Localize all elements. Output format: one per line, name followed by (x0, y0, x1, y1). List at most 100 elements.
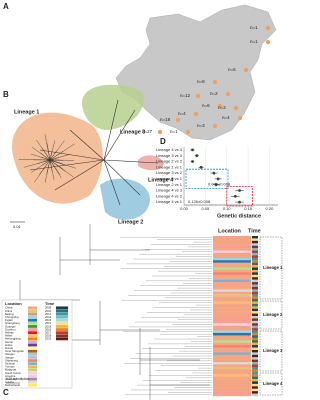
tree-branch (69, 129, 105, 161)
location-cell (213, 303, 251, 307)
time-cell (252, 332, 258, 336)
time-cell (252, 303, 258, 307)
legend-label: Inner Mongolia (5, 349, 24, 353)
time-cell (252, 294, 258, 297)
legend-label: Hubei (5, 343, 13, 347)
count-label: n=1 (170, 129, 178, 134)
time-cell (252, 340, 258, 343)
time-cell (252, 366, 258, 370)
panel-label: C (3, 388, 9, 397)
point (191, 148, 194, 152)
time-cell (252, 255, 258, 259)
province-dot (233, 105, 239, 111)
province-dot (237, 115, 243, 121)
time-cell (252, 291, 258, 295)
legend-label: 2016 (45, 327, 52, 331)
column-header: Time (248, 228, 261, 234)
location-cell (213, 391, 251, 394)
lineage-bracket (259, 236, 283, 300)
time-cell (252, 262, 258, 266)
legend-swatch (28, 309, 37, 313)
location-cell (213, 347, 251, 351)
location-cell (213, 316, 251, 319)
tree-branch (103, 159, 141, 196)
time-cell (252, 323, 258, 326)
legend-swatch (56, 315, 68, 319)
time-cell (252, 386, 258, 389)
legend-swatch (28, 346, 37, 350)
time-cell (252, 325, 258, 329)
legend-label: 2011 (45, 312, 51, 316)
tree-branch (103, 109, 136, 161)
time-cell (252, 318, 258, 322)
location-cell (213, 320, 251, 324)
location-cell (213, 299, 251, 302)
time-cell (252, 279, 258, 283)
legend-label: Chongqing (5, 315, 19, 319)
time-cell (252, 316, 258, 319)
count-label: n=3 (197, 123, 205, 128)
time-cell (252, 274, 258, 278)
location-cell (213, 260, 251, 263)
province-dot (195, 93, 201, 99)
time-cell (252, 260, 258, 263)
time-cell (252, 391, 258, 394)
location-cell (213, 238, 251, 242)
location-cell (213, 282, 251, 285)
tree-branch (103, 159, 159, 164)
time-cell (252, 272, 258, 275)
count-label: n=3 (218, 105, 226, 110)
time-cell (252, 240, 258, 244)
time-cell (252, 265, 258, 268)
location-cell (213, 332, 251, 336)
province-dot (265, 25, 271, 31)
legend-label: America (5, 374, 16, 378)
legend-swatch (28, 334, 37, 338)
location-cell (213, 369, 251, 372)
legend-label: 2017 (45, 331, 52, 335)
lineage-bracket (259, 330, 283, 372)
location-cell (213, 248, 251, 251)
legend-label: Austria (5, 380, 14, 384)
legend-label: 2010 (45, 309, 52, 313)
point (238, 189, 241, 192)
location-cell (213, 294, 251, 297)
legend-label: Germany (5, 377, 17, 381)
time-cell (252, 342, 258, 346)
location-cell (213, 255, 251, 259)
tree-branch (18, 159, 51, 161)
lineage-area (81, 84, 144, 130)
legend-header: Location (5, 301, 22, 306)
legend-swatch (28, 321, 37, 325)
time-cell (252, 308, 258, 312)
y-tick-label: Lineage 4 vs 3 (156, 188, 183, 193)
legend-label: Sichuan (5, 362, 16, 366)
location-cell (213, 374, 251, 377)
location-cell (213, 252, 251, 256)
time-cell (252, 357, 258, 360)
legend-swatch (28, 337, 37, 341)
annotation: 0.126±0.008 (188, 199, 211, 204)
scale-label: 0.01 (13, 224, 22, 229)
location-cell (213, 289, 251, 292)
legend-swatch (28, 362, 37, 366)
time-cell (252, 381, 258, 385)
lineage-label: Lineage 3 (263, 348, 283, 353)
location-cell (213, 267, 251, 271)
legend-swatch (56, 337, 68, 341)
location-cell (213, 279, 251, 283)
province-dot (217, 103, 223, 109)
time-cell (252, 330, 258, 334)
count-label: n=5 (228, 67, 236, 72)
x-tick-label: 0.20 (266, 206, 275, 211)
legend-swatch (28, 340, 37, 344)
location-cell (213, 340, 251, 343)
column-header: Location (218, 228, 242, 234)
location-cell (213, 311, 251, 314)
legend-label: Malaysia (5, 368, 16, 372)
legend-label: Beijing (5, 312, 14, 316)
time-cell (252, 388, 258, 392)
panel-label: B (3, 90, 9, 99)
location-cell (213, 342, 251, 346)
tree-branch (41, 147, 51, 161)
